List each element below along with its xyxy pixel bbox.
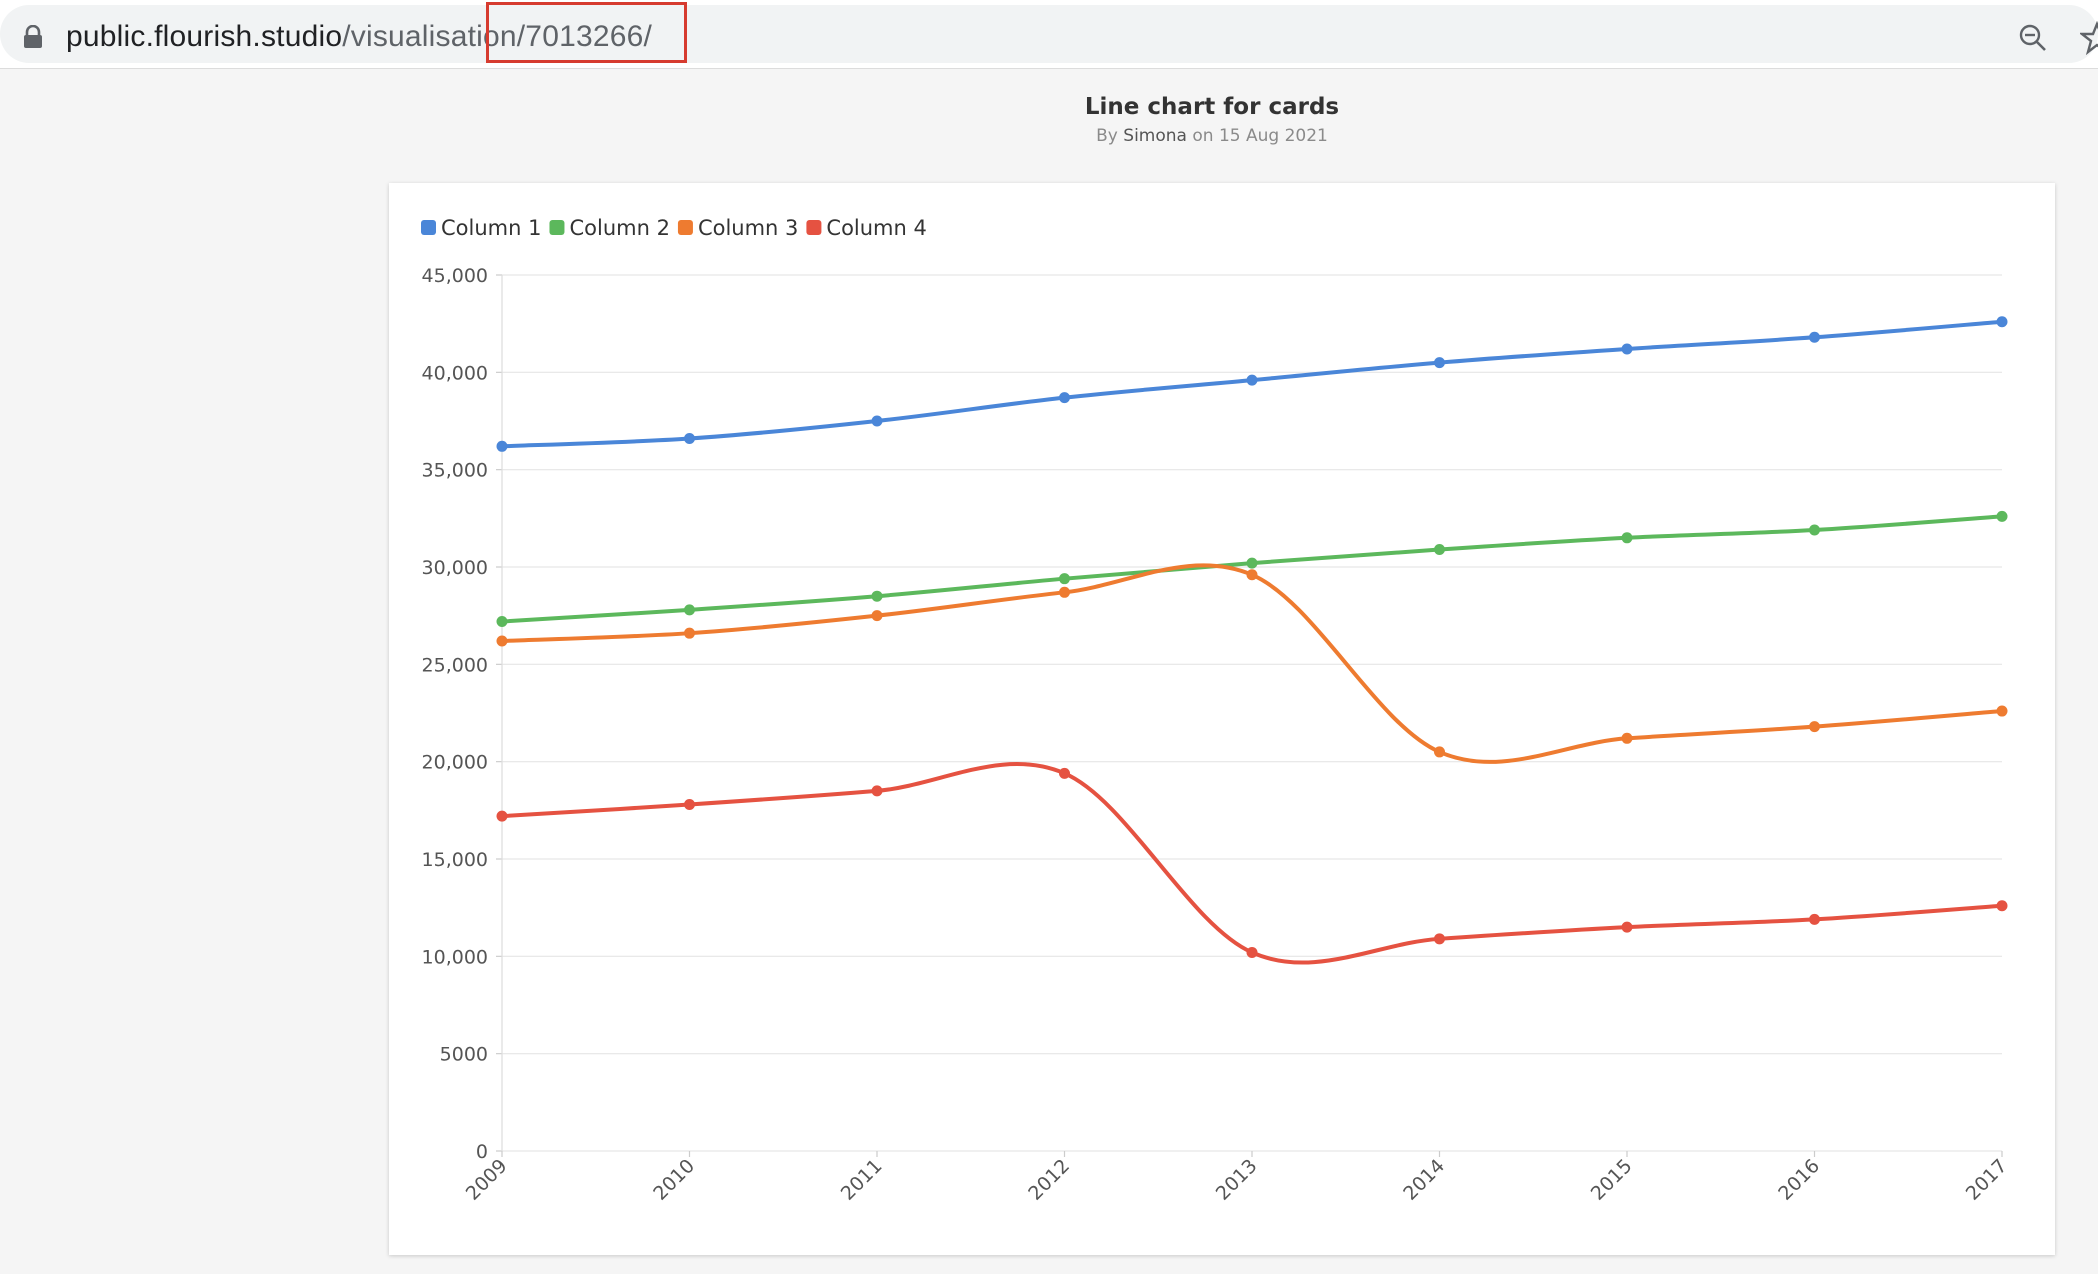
data-point <box>1809 331 1820 343</box>
data-point <box>684 433 695 445</box>
x-tick-label: 2010 <box>649 1155 699 1205</box>
legend-label: Column 1 <box>441 216 541 240</box>
data-point <box>684 798 695 810</box>
data-point <box>871 610 883 622</box>
address-bar[interactable]: public.flourish.studio/visualisation/701… <box>0 5 2098 63</box>
browser-toolbar: public.flourish.studio/visualisation/701… <box>0 0 2098 69</box>
data-point <box>1809 524 1820 536</box>
lock-icon[interactable] <box>22 25 44 49</box>
url-path: /visualisation/7013266/ <box>342 20 653 53</box>
data-point <box>1809 721 1820 733</box>
data-point <box>1246 569 1258 581</box>
byline-prefix: By <box>1096 126 1118 146</box>
y-tick-label: 25,000 <box>422 654 488 676</box>
data-point <box>1996 900 2008 912</box>
legend-item: Column 2 <box>549 216 670 240</box>
data-point <box>1434 543 1445 555</box>
url-highlight-annotation <box>486 2 687 63</box>
data-point <box>1434 746 1445 758</box>
data-point <box>1059 586 1070 598</box>
url-host: public.flourish.studio <box>66 20 343 53</box>
x-tick-label: 2014 <box>1399 1155 1449 1205</box>
data-point <box>684 627 695 639</box>
data-point <box>871 785 883 797</box>
legend-label: Column 2 <box>569 216 669 240</box>
legend-item: Column 4 <box>806 216 927 240</box>
series-column-2 <box>496 510 2008 628</box>
legend-label: Column 3 <box>698 216 798 240</box>
y-tick-label: 40,000 <box>422 362 488 384</box>
x-tick-label: 2017 <box>1962 1155 2012 1205</box>
series-line <box>500 762 2004 965</box>
chart-gridlines <box>502 274 2002 1152</box>
data-point <box>871 590 883 602</box>
data-point <box>496 440 508 452</box>
legend-item: Column 1 <box>421 216 541 240</box>
data-point <box>1434 933 1445 945</box>
data-point <box>1059 767 1070 779</box>
data-point <box>496 810 508 822</box>
chart-card: Column 1 Column 2 Column 3 Column 4 0 5000 10… <box>389 183 2055 1255</box>
legend-item: Column 3 <box>677 216 798 240</box>
x-tick-label: 2013 <box>1212 1155 1262 1205</box>
data-point <box>871 415 883 427</box>
legend-swatch <box>677 220 693 235</box>
byline-date: on 15 Aug 2021 <box>1192 126 1328 146</box>
data-point <box>1621 921 1633 933</box>
data-point <box>496 616 508 628</box>
visualisation-header: Line chart for cards By Simona on 15 Aug… <box>0 92 2098 148</box>
chart-legend: Column 1 Column 2 Column 3 Column 4 <box>421 216 927 240</box>
y-tick-label: 15,000 <box>422 849 488 871</box>
legend-swatch <box>421 220 436 235</box>
legend-label: Column 4 <box>826 216 926 240</box>
series-column-3 <box>496 563 2008 764</box>
y-tick-label: 30,000 <box>422 557 488 579</box>
x-tick-label: 2011 <box>837 1155 887 1205</box>
byline: By Simona on 15 Aug 2021 <box>0 124 2098 148</box>
data-point <box>1996 510 2008 522</box>
series-line <box>500 563 2004 764</box>
chart-series <box>496 316 2008 965</box>
data-point <box>1059 392 1070 404</box>
data-point <box>1621 343 1633 355</box>
y-tick-label: 45,000 <box>422 265 488 287</box>
bookmark-star-icon[interactable] <box>2080 21 2098 55</box>
y-tick-label: 5000 <box>440 1044 488 1066</box>
x-tick-label: 2012 <box>1024 1155 1074 1205</box>
y-axis: 0 5000 10,000 15,000 20,000 25,000 30,000 35,00… <box>422 265 503 1163</box>
x-axis: 2009 2010 2011 2012 2013 2014 2015 2016 2017 <box>462 1151 2012 1205</box>
data-point <box>1246 374 1258 386</box>
data-point <box>1246 557 1258 569</box>
data-point <box>496 635 508 647</box>
data-point <box>1434 357 1445 369</box>
page-title: Line chart for cards <box>1084 94 1340 120</box>
y-tick-label: 20,000 <box>422 752 488 774</box>
url-text[interactable]: public.flourish.studio/visualisation/701… <box>66 17 652 57</box>
data-point <box>1621 532 1633 544</box>
y-tick-label: 0 <box>476 1141 488 1163</box>
legend-swatch <box>549 220 565 235</box>
series-line <box>500 514 2004 624</box>
x-tick-label: 2016 <box>1774 1155 1824 1205</box>
y-tick-label: 35,000 <box>422 460 488 482</box>
series-column-1 <box>496 316 2008 452</box>
zoom-out-icon[interactable] <box>2018 23 2048 53</box>
data-point <box>1621 732 1633 744</box>
author-link[interactable]: Simona <box>1123 126 1187 146</box>
data-point <box>1996 316 2008 328</box>
data-point <box>1996 705 2008 717</box>
legend-swatch <box>806 220 822 235</box>
series-column-4 <box>496 762 2008 965</box>
y-tick-label: 10,000 <box>422 946 488 968</box>
data-point <box>684 604 695 616</box>
data-point <box>1809 913 1820 925</box>
line-chart: Column 1 Column 2 Column 3 Column 4 0 5000 10… <box>421 216 2012 1205</box>
x-tick-label: 2015 <box>1587 1155 1637 1205</box>
data-point <box>1246 946 1258 958</box>
data-point <box>1059 573 1070 585</box>
